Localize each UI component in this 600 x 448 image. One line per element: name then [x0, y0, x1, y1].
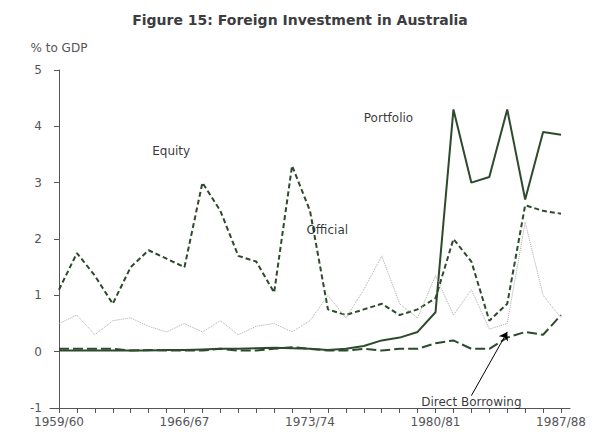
svg-text:Official: Official — [306, 223, 348, 237]
svg-text:3: 3 — [34, 176, 42, 190]
svg-text:1987/88: 1987/88 — [536, 415, 586, 429]
svg-text:1959/60: 1959/60 — [34, 415, 84, 429]
svg-text:1973/74: 1973/74 — [285, 415, 335, 429]
svg-text:1: 1 — [34, 288, 42, 302]
svg-text:% to GDP: % to GDP — [31, 41, 88, 55]
svg-text:1980/81: 1980/81 — [411, 415, 461, 429]
svg-text:1966/67: 1966/67 — [160, 415, 210, 429]
svg-text:Equity: Equity — [152, 144, 190, 158]
svg-text:0: 0 — [34, 345, 42, 359]
svg-text:5: 5 — [34, 63, 42, 77]
svg-text:Direct Borrowing: Direct Borrowing — [421, 395, 521, 409]
svg-text:Portfolio: Portfolio — [364, 111, 413, 125]
svg-text:Figure 15: Foreign Investment: Figure 15: Foreign Investment in Austral… — [132, 12, 468, 28]
svg-text:2: 2 — [34, 232, 42, 246]
svg-text:-1: -1 — [30, 401, 42, 415]
svg-text:4: 4 — [34, 119, 42, 133]
